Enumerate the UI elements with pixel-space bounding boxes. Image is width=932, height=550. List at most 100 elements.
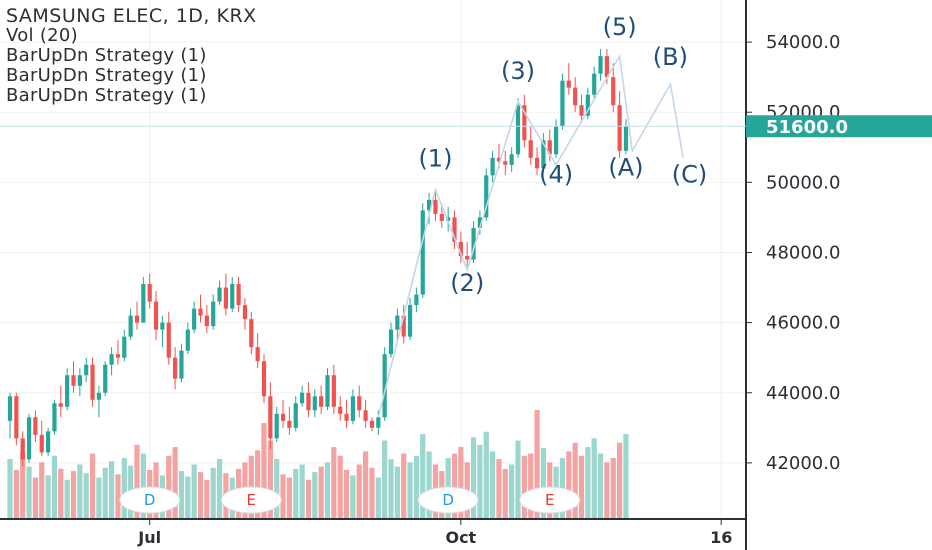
candle[interactable] — [325, 368, 330, 411]
candle[interactable] — [357, 385, 362, 418]
candle[interactable] — [319, 385, 324, 414]
candle[interactable] — [77, 368, 82, 397]
candle[interactable] — [58, 385, 63, 418]
candle[interactable] — [566, 63, 571, 95]
candle[interactable] — [211, 294, 216, 330]
candle[interactable] — [122, 329, 127, 362]
candle[interactable] — [458, 231, 463, 264]
candle[interactable] — [547, 129, 552, 162]
candle[interactable] — [20, 431, 25, 467]
candle[interactable] — [331, 364, 336, 414]
strategy-label-3[interactable]: BarUpDn Strategy (1) — [6, 85, 207, 106]
candle[interactable] — [261, 354, 267, 404]
candle[interactable] — [217, 280, 222, 306]
candle[interactable] — [26, 413, 32, 463]
candle[interactable] — [598, 49, 603, 81]
candle[interactable] — [515, 98, 521, 158]
candle[interactable] — [407, 298, 413, 341]
candle[interactable] — [147, 273, 152, 309]
candle[interactable] — [306, 382, 311, 418]
candle[interactable] — [84, 357, 89, 383]
candle[interactable] — [560, 73, 565, 130]
candle[interactable] — [592, 66, 597, 99]
candle[interactable] — [585, 87, 590, 120]
candle[interactable] — [242, 298, 248, 330]
candle[interactable] — [446, 206, 451, 232]
candle[interactable] — [509, 147, 514, 172]
candle[interactable] — [52, 399, 57, 435]
candle[interactable] — [90, 357, 95, 407]
candle[interactable] — [71, 361, 76, 393]
earnings-marker[interactable]: E — [220, 486, 282, 514]
candle[interactable] — [153, 291, 159, 341]
candle[interactable] — [617, 91, 622, 158]
dividend-marker[interactable]: D — [119, 486, 181, 514]
candle[interactable] — [433, 189, 438, 221]
candle[interactable] — [477, 210, 482, 235]
candle[interactable] — [141, 277, 146, 323]
volume-indicator-label[interactable]: Vol (20) — [6, 25, 79, 46]
candle[interactable] — [503, 150, 508, 176]
candle[interactable] — [484, 168, 489, 221]
candle[interactable] — [115, 340, 121, 365]
candle[interactable] — [166, 312, 171, 365]
candle[interactable] — [541, 133, 546, 172]
candle[interactable] — [427, 192, 432, 225]
candle[interactable] — [173, 347, 178, 390]
candle[interactable] — [395, 308, 400, 341]
candle[interactable] — [33, 410, 38, 442]
candle[interactable] — [344, 399, 349, 428]
candle[interactable] — [611, 63, 616, 113]
candle[interactable] — [420, 203, 425, 299]
candle[interactable] — [401, 305, 406, 344]
candle[interactable] — [573, 77, 578, 113]
candle[interactable] — [46, 427, 51, 456]
candle[interactable] — [128, 308, 133, 341]
candle[interactable] — [363, 399, 368, 428]
candle[interactable] — [223, 273, 228, 316]
candle[interactable] — [109, 347, 114, 376]
candle[interactable] — [579, 94, 584, 123]
candle[interactable] — [382, 347, 387, 421]
candle[interactable] — [236, 277, 241, 313]
candle[interactable] — [179, 343, 184, 383]
candle[interactable] — [528, 126, 533, 165]
candle[interactable] — [293, 396, 298, 432]
candle[interactable] — [388, 322, 394, 358]
candle[interactable] — [185, 322, 190, 355]
candle[interactable] — [39, 420, 44, 456]
candle[interactable] — [369, 417, 375, 432]
candle[interactable] — [287, 406, 292, 435]
candle[interactable] — [249, 312, 254, 355]
candle[interactable] — [192, 301, 197, 334]
candle[interactable] — [103, 361, 108, 397]
candle[interactable] — [198, 294, 203, 323]
candle[interactable] — [268, 382, 273, 449]
candle[interactable] — [534, 147, 540, 176]
candle[interactable] — [204, 305, 209, 334]
candle[interactable] — [255, 333, 260, 369]
candle[interactable] — [623, 119, 629, 155]
candle[interactable] — [554, 119, 559, 158]
strategy-label-2[interactable]: BarUpDn Strategy (1) — [6, 65, 207, 86]
candle[interactable] — [160, 315, 165, 348]
candle[interactable] — [65, 368, 70, 411]
earnings-marker[interactable]: E — [519, 486, 581, 514]
candle[interactable] — [274, 406, 279, 442]
candle[interactable] — [312, 389, 317, 418]
candle[interactable] — [452, 210, 457, 249]
symbol-title[interactable]: SAMSUNG ELEC, 1D, KRX — [6, 5, 257, 27]
dividend-marker[interactable]: D — [417, 486, 479, 514]
candle[interactable] — [280, 399, 286, 428]
candle[interactable] — [338, 396, 343, 421]
candle[interactable] — [350, 389, 355, 425]
candle[interactable] — [96, 385, 101, 418]
candle[interactable] — [300, 385, 305, 407]
candle[interactable] — [471, 220, 476, 264]
candle[interactable] — [14, 392, 19, 446]
candle[interactable] — [134, 301, 140, 330]
candle[interactable] — [465, 241, 470, 267]
candle[interactable] — [7, 392, 13, 439]
